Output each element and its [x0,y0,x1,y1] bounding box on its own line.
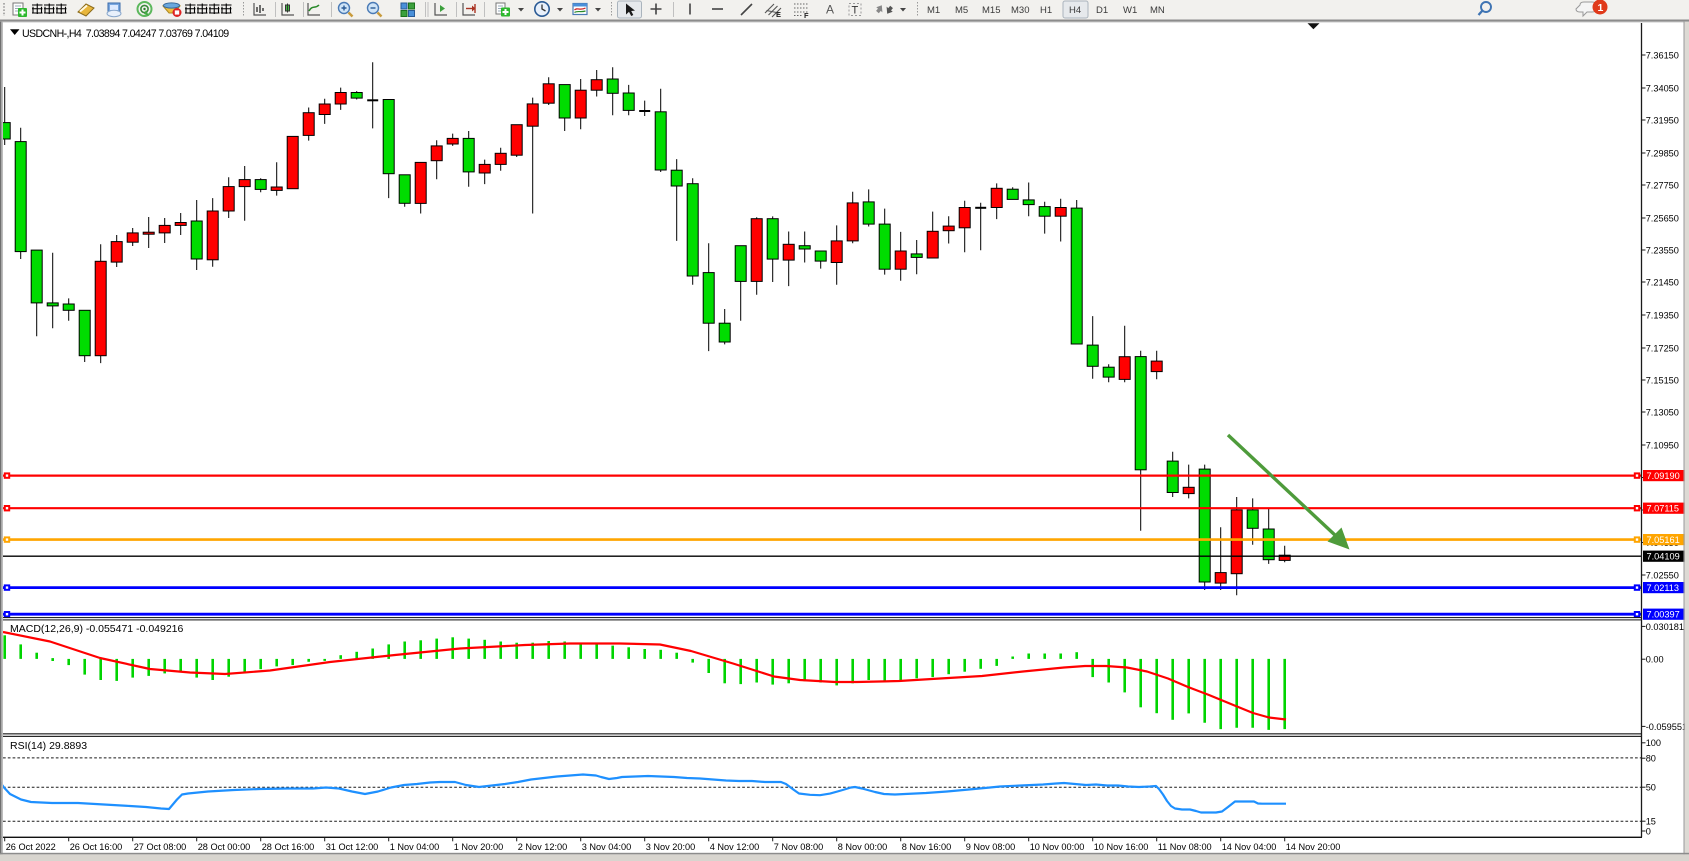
svg-text:7.21450: 7.21450 [1646,277,1679,287]
svg-text:7.25650: 7.25650 [1646,213,1679,223]
svg-text:3 Nov 04:00: 3 Nov 04:00 [582,842,632,852]
svg-text:7.31950: 7.31950 [1646,115,1679,125]
svg-text:7.10950: 7.10950 [1646,440,1679,450]
svg-text:USDCNH-,H4 7.03894 7.04247 7.: USDCNH-,H4 7.03894 7.04247 7.03769 7.041… [22,28,229,40]
svg-text:M1: M1 [927,5,940,16]
svg-text:26 Oct 2022: 26 Oct 2022 [6,842,56,852]
svg-text:28 Oct 16:00: 28 Oct 16:00 [262,842,315,852]
svg-text:E: E [776,10,781,19]
svg-text:M30: M30 [1011,5,1029,16]
svg-text:7.09190: 7.09190 [1647,471,1680,481]
svg-text:1 Nov 20:00: 1 Nov 20:00 [454,842,504,852]
svg-text:80: 80 [1646,754,1656,764]
svg-text:7.05161: 7.05161 [1647,535,1680,545]
svg-text:M5: M5 [955,5,968,16]
svg-text:F: F [804,11,809,20]
svg-text:15: 15 [1646,817,1656,827]
svg-text:W1: W1 [1123,5,1137,16]
svg-text:7.34050: 7.34050 [1646,83,1679,93]
svg-text:D1: D1 [1096,5,1108,16]
svg-text:0.030181: 0.030181 [1646,622,1684,632]
svg-text:1 Nov 04:00: 1 Nov 04:00 [390,842,440,852]
svg-text:7.19350: 7.19350 [1646,310,1679,320]
svg-text:9 Nov 08:00: 9 Nov 08:00 [966,842,1016,852]
svg-text:14 Nov 04:00: 14 Nov 04:00 [1222,842,1277,852]
svg-text:7 Nov 08:00: 7 Nov 08:00 [774,842,824,852]
svg-text:31 Oct 12:00: 31 Oct 12:00 [326,842,379,852]
svg-text:1: 1 [1598,2,1604,14]
svg-text:7.13050: 7.13050 [1646,407,1679,417]
svg-text:10 Nov 16:00: 10 Nov 16:00 [1094,842,1149,852]
svg-text:T: T [852,5,859,17]
svg-text:7.36150: 7.36150 [1646,50,1679,60]
svg-text:7.02113: 7.02113 [1647,583,1680,593]
svg-text:MACD(12,26,9) -0.055471 -0.049: MACD(12,26,9) -0.055471 -0.049216 [10,623,184,635]
svg-text:7.29850: 7.29850 [1646,148,1679,158]
svg-text:7.17250: 7.17250 [1646,343,1679,353]
svg-text:100: 100 [1646,738,1661,748]
svg-text:RSI(14) 29.8893: RSI(14) 29.8893 [10,740,87,752]
svg-text:0.00: 0.00 [1646,655,1664,665]
svg-text:A: A [826,3,834,17]
svg-text:50: 50 [1646,783,1656,793]
svg-text:MN: MN [1150,5,1165,16]
svg-text:28 Oct 00:00: 28 Oct 00:00 [198,842,251,852]
svg-text:2 Nov 12:00: 2 Nov 12:00 [518,842,568,852]
svg-text:M15: M15 [982,5,1000,16]
svg-text:7.02550: 7.02550 [1646,570,1679,580]
svg-text:7.15150: 7.15150 [1646,375,1679,385]
svg-text:7.23550: 7.23550 [1646,245,1679,255]
svg-text:H4: H4 [1069,5,1081,16]
svg-text:0: 0 [1646,826,1651,836]
svg-text:8 Nov 16:00: 8 Nov 16:00 [902,842,952,852]
svg-text:-0.059551: -0.059551 [1646,722,1687,732]
svg-text:10 Nov 00:00: 10 Nov 00:00 [1030,842,1085,852]
svg-text:H1: H1 [1040,5,1052,16]
svg-text:3 Nov 20:00: 3 Nov 20:00 [646,842,696,852]
svg-text:11 Nov 08:00: 11 Nov 08:00 [1158,842,1212,852]
svg-text:7.04109: 7.04109 [1647,552,1680,562]
svg-text:7.07115: 7.07115 [1647,504,1680,514]
svg-text:7.00397: 7.00397 [1647,610,1680,620]
svg-text:7.27750: 7.27750 [1646,180,1679,190]
svg-text:14 Nov 20:00: 14 Nov 20:00 [1286,842,1341,852]
svg-text:27 Oct 08:00: 27 Oct 08:00 [134,842,187,852]
svg-text:8 Nov 00:00: 8 Nov 00:00 [838,842,888,852]
svg-text:4 Nov 12:00: 4 Nov 12:00 [710,842,760,852]
svg-text:26 Oct 16:00: 26 Oct 16:00 [70,842,123,852]
